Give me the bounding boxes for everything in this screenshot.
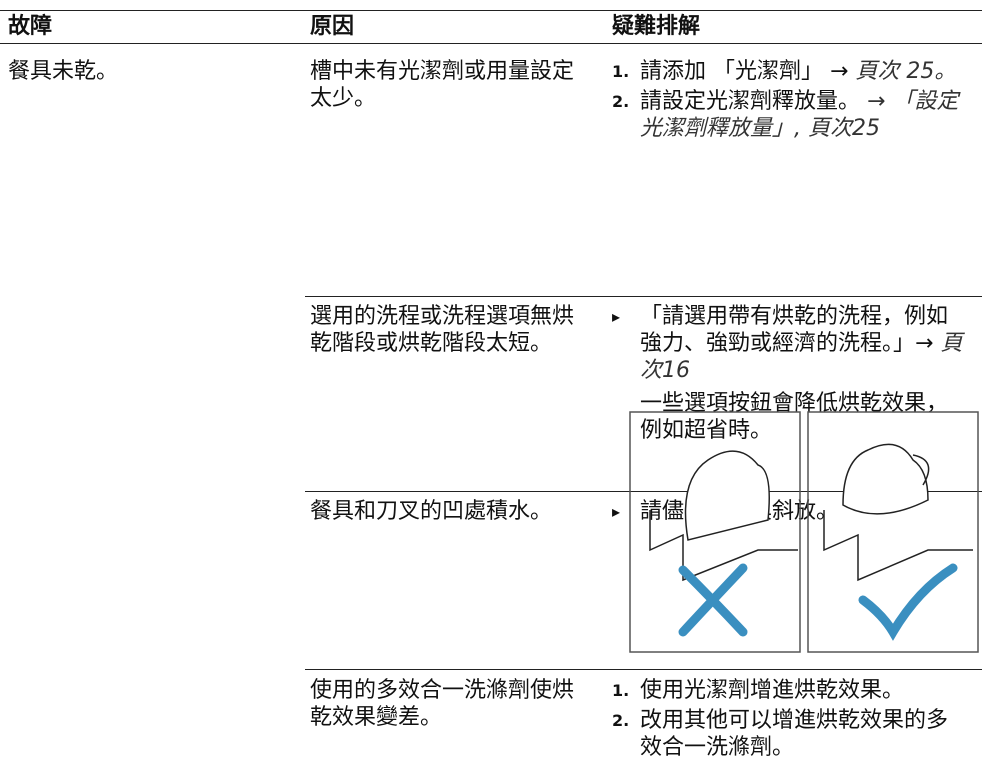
- cause: 選用的洗程或洗程選項無烘乾階段或烘乾階段太短。: [310, 304, 575, 356]
- solution-text: 請設定光潔劑釋放量。: [640, 89, 861, 114]
- solution-text: 請添加 「光潔劑」 →: [640, 59, 849, 84]
- solutions: 1. 使用光潔劑增進烘乾效果。 2. 改用其他可以增進烘乾效果的多效合一洗滌劑。: [612, 677, 967, 764]
- solution-text: 改用其他可以增進烘乾效果的多效合一洗滌劑。: [640, 708, 949, 760]
- header-cell: 原因: [310, 14, 355, 39]
- page-ref: 頁次16: [640, 331, 963, 383]
- cause: 使用的多效合一洗滌劑使烘乾效果變差。: [310, 678, 575, 730]
- fault: 餐具未乾。: [8, 59, 119, 84]
- header-cell: 疑難排解: [612, 14, 701, 39]
- solution-item: 2. 改用其他可以增進烘乾效果的多效合一洗滌劑。: [612, 707, 967, 761]
- solution-item: 2. 請設定光潔劑釋放量。 → 「設定光潔劑釋放量」, 頁次25: [612, 88, 967, 142]
- marker: 2.: [612, 711, 630, 730]
- marker: ▸: [612, 502, 621, 521]
- solution-item: 1. 使用光潔劑增進烘乾效果。: [612, 677, 967, 704]
- solution-text: 使用光潔劑增進烘乾效果。: [640, 678, 905, 703]
- solution-body: 「請選用帶有烘乾的洗程，例如強力、強勁或經濟的洗程。」→ 頁次16: [640, 303, 967, 384]
- header-cell: 故障: [8, 14, 53, 39]
- solution-body: 改用其他可以增進烘乾效果的多效合一洗滌劑。: [640, 707, 967, 761]
- cause: 餐具和刀叉的凹處積水。: [310, 499, 553, 524]
- rule: [0, 43, 982, 44]
- rule: [0, 10, 982, 11]
- solution-item: 1. 請添加 「光潔劑」 → 頁次 25。: [612, 58, 967, 85]
- illustration: [629, 411, 979, 653]
- marker: 1.: [612, 62, 630, 81]
- rule: [305, 491, 982, 492]
- solution-body: 使用光潔劑增進烘乾效果。: [640, 677, 904, 704]
- solution-text: 「請選用帶有烘乾的洗程，例如強力、強勁或經濟的洗程。」→: [640, 304, 949, 356]
- page-ref: → 「設定光潔劑釋放量」, 頁次25: [640, 89, 959, 141]
- marker: 1.: [612, 681, 630, 700]
- solutions: 1. 請添加 「光潔劑」 → 頁次 25。 2. 請設定光潔劑釋放量。 → 「設定光潔…: [612, 58, 967, 145]
- solution-item: ▸ 「請選用帶有烘乾的洗程，例如強力、強勁或經濟的洗程。」→ 頁次16: [612, 303, 967, 384]
- solution-body: 請設定光潔劑釋放量。 → 「設定光潔劑釋放量」, 頁次25: [640, 88, 967, 142]
- rule: [305, 669, 982, 670]
- marker: ▸: [612, 307, 621, 326]
- rule: [305, 296, 982, 297]
- solution-body: 請添加 「光潔劑」 → 頁次 25。: [640, 58, 956, 85]
- cause: 槽中未有光潔劑或用量設定太少。: [310, 59, 575, 111]
- marker: 2.: [612, 92, 630, 111]
- page-ref: 頁次 25。: [855, 59, 957, 84]
